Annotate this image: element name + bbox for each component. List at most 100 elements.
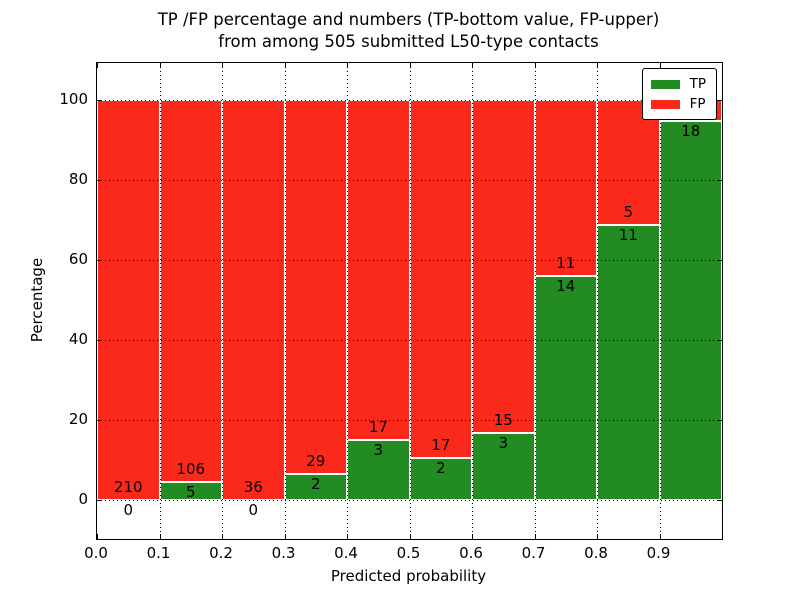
gridline-horizontal	[97, 420, 722, 421]
gridline-vertical	[597, 63, 598, 539]
x-tick	[97, 534, 98, 539]
annotation-tp-count: 14	[556, 277, 576, 295]
legend-item-tp: TP	[650, 74, 706, 94]
gridline-vertical	[472, 63, 473, 539]
bar-segment-tp	[409, 457, 472, 500]
annotation-fp-count: 36	[243, 478, 263, 496]
x-tick	[472, 63, 473, 68]
chart-title: TP /FP percentage and numbers (TP-bottom…	[96, 9, 721, 53]
y-tick	[97, 260, 102, 261]
legend-label: TP	[689, 76, 706, 92]
annotation-tp-count: 5	[185, 483, 196, 501]
annotation-tp-count: 18	[681, 122, 701, 141]
legend-swatch-tp	[650, 79, 680, 89]
chart-title-line2: from among 505 submitted L50-type contac…	[218, 32, 599, 51]
legend: TP FP	[641, 68, 717, 120]
gridline-vertical	[159, 63, 161, 539]
x-tick	[284, 534, 286, 539]
x-tick	[472, 534, 473, 539]
gridline-vertical	[409, 63, 411, 539]
x-tick	[284, 63, 286, 68]
y-tick-label: 0	[78, 490, 88, 508]
y-tick-label: 40	[68, 330, 88, 348]
bar-segment-tp	[597, 225, 660, 500]
bar-segment-tp	[659, 121, 722, 500]
bar-segment-fp	[347, 100, 410, 440]
gridline-vertical	[534, 63, 536, 539]
annotation-fp-count: 106	[176, 460, 206, 478]
legend-label: FP	[689, 96, 706, 112]
x-tick-label: 0.9	[646, 544, 671, 562]
y-tick-label: 20	[68, 410, 88, 428]
plot-area: TP FP 210 0 106 5 36 0 29 2 17 3 17 2 15 3 11 14 5 11 18	[96, 62, 723, 540]
y-tick	[717, 500, 722, 501]
y-tick-label: 80	[68, 170, 88, 188]
y-tick	[97, 420, 102, 421]
y-tick	[97, 100, 102, 101]
bar-segment-tp	[284, 474, 347, 500]
annotation-fp-count: 11	[556, 254, 576, 272]
x-tick	[534, 63, 536, 68]
x-tick	[409, 63, 411, 68]
x-tick-label: 0.4	[334, 544, 358, 562]
annotation-tp-count: 3	[373, 441, 384, 459]
bar-segment-fp	[409, 100, 472, 458]
x-tick	[347, 63, 348, 68]
legend-item-fp: FP	[650, 94, 706, 114]
gridline-horizontal	[97, 340, 722, 341]
annotation-fp-count: 15	[493, 411, 513, 430]
annotation-tp-count: 0	[123, 501, 134, 519]
gridline-vertical	[284, 63, 286, 539]
annotation-tp-count: 2	[310, 475, 321, 494]
annotation-fp-count: 210	[113, 478, 143, 496]
x-tick	[659, 63, 661, 68]
bar-segment-fp	[472, 100, 535, 434]
x-tick-label: 0.3	[271, 544, 296, 562]
x-axis-title: Predicted probability	[330, 567, 487, 585]
annotation-fp-count: 17	[368, 418, 388, 436]
annotation-tp-count: 3	[498, 434, 509, 453]
x-tick	[222, 63, 223, 68]
x-tick	[97, 63, 98, 68]
x-tick-label: 0.8	[584, 544, 608, 562]
annotation-fp-count: 5	[623, 203, 634, 221]
x-tick	[597, 63, 598, 68]
gridline-vertical	[659, 63, 661, 539]
x-tick	[409, 534, 411, 539]
annotation-fp-count: 29	[306, 452, 326, 471]
y-tick	[717, 420, 722, 421]
bar-segment-tp	[347, 440, 410, 500]
gridline-vertical	[347, 63, 348, 539]
x-tick-label: 0.5	[396, 544, 421, 562]
y-tick	[717, 180, 722, 181]
gridline-vertical	[222, 63, 223, 539]
x-tick	[222, 534, 223, 539]
gridline-horizontal	[97, 500, 722, 501]
chart-title-line1: TP /FP percentage and numbers (TP-bottom…	[157, 10, 660, 29]
y-tick	[97, 340, 102, 341]
y-tick	[717, 100, 722, 101]
x-tick	[659, 534, 661, 539]
bar-segment-fp	[284, 100, 347, 475]
y-tick-label: 60	[68, 250, 88, 268]
x-tick-label: 0.6	[459, 544, 483, 562]
x-tick	[347, 534, 348, 539]
gridline-horizontal	[97, 100, 722, 101]
x-tick-label: 0.7	[521, 544, 546, 562]
x-tick	[159, 63, 161, 68]
legend-swatch-fp	[650, 99, 680, 109]
gridline-horizontal	[97, 260, 722, 261]
bar-segment-fp	[534, 100, 597, 276]
x-tick	[159, 534, 161, 539]
y-tick	[717, 340, 722, 341]
x-tick-label: 0.0	[84, 544, 108, 562]
annotation-tp-count: 11	[618, 226, 638, 244]
x-tick-label: 0.1	[146, 544, 171, 562]
y-tick	[97, 500, 102, 501]
annotation-tp-count: 2	[435, 458, 446, 477]
annotation-fp-count: 17	[431, 435, 451, 454]
x-tick	[597, 534, 598, 539]
bar-segment-fp	[159, 100, 222, 482]
bar-segment-fp	[97, 100, 160, 500]
